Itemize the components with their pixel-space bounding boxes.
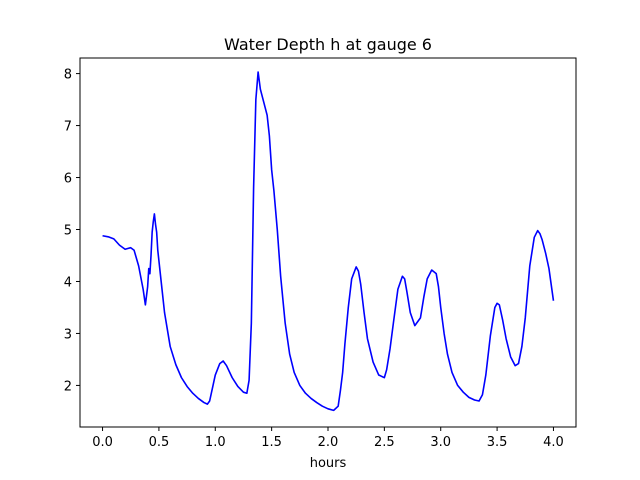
x-tick-label: 3.5 <box>487 435 508 450</box>
y-tick-label: 4 <box>64 275 72 290</box>
y-tick-label: 3 <box>64 327 72 342</box>
x-tick-label: 0.0 <box>92 435 113 450</box>
chart-title: Water Depth h at gauge 6 <box>224 35 432 54</box>
y-tick-label: 6 <box>64 172 72 187</box>
y-tick-label: 8 <box>64 68 72 83</box>
x-axis-ticks: 0.0 0.5 1.0 1.5 2.0 2.5 3.0 3.5 4.0 <box>92 427 564 450</box>
y-tick-label: 5 <box>64 224 72 239</box>
plot-area <box>102 71 555 412</box>
x-tick-label: 0.5 <box>149 435 170 450</box>
x-tick-label: 3.0 <box>430 435 451 450</box>
x-tick-label: 2.5 <box>374 435 395 450</box>
series-line-0 <box>102 71 555 412</box>
y-tick-label: 7 <box>64 120 72 135</box>
y-tick-label: 2 <box>64 379 72 394</box>
x-axis-label: hours <box>310 456 347 471</box>
x-tick-label: 1.5 <box>261 435 282 450</box>
x-tick-label: 4.0 <box>543 435 564 450</box>
x-tick-label: 2.0 <box>318 435 339 450</box>
x-tick-label: 1.0 <box>205 435 226 450</box>
y-axis-ticks: 2 3 4 5 6 7 8 <box>64 68 80 394</box>
